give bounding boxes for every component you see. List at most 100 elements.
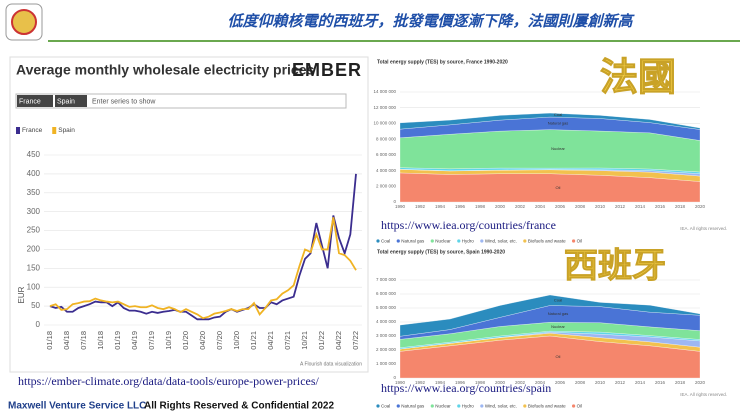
- legend-swatch: [430, 404, 434, 408]
- x-tick-label: 2014: [635, 204, 646, 209]
- x-tick-label: 01/22: [317, 331, 326, 350]
- filter-tag[interactable]: [17, 95, 53, 107]
- legend-swatch: [430, 239, 434, 243]
- x-tick-label: 2012: [615, 380, 626, 385]
- y-tick-label: 300: [27, 207, 41, 216]
- y-tick-label: 5 000 000: [376, 305, 397, 310]
- y-axis-label: EUR: [17, 286, 26, 303]
- x-tick-label: 2008: [575, 204, 586, 209]
- source-link[interactable]: https://www.iea.org/countries/spain: [381, 381, 551, 395]
- x-tick-label: 2000: [495, 380, 506, 385]
- filter-placeholder: Enter series to show: [92, 98, 156, 105]
- legend-label: Hydro: [462, 238, 475, 243]
- y-tick-label: 200: [27, 245, 41, 254]
- x-tick-label: 07/20: [215, 331, 224, 350]
- legend-swatch: [523, 239, 527, 243]
- area: [399, 294, 701, 337]
- legend-label: Wind, solar, etc.: [485, 238, 517, 243]
- area-label: Oil: [556, 185, 561, 190]
- legend-swatch: [523, 404, 527, 408]
- series-line: [49, 173, 357, 321]
- filter-tag-label: Spain: [57, 98, 75, 105]
- x-tick-label: 04/21: [266, 331, 275, 350]
- area-label: Natural gas: [548, 120, 568, 125]
- x-tick-label: 2000: [495, 204, 506, 209]
- x-tick-label: 2002: [515, 380, 526, 385]
- x-tick-label: 2006: [555, 204, 566, 209]
- x-tick-label: 10/21: [300, 331, 309, 350]
- legend-label: Nuclear: [435, 403, 451, 408]
- country-overlay: 法國: [600, 57, 676, 99]
- series-line: [49, 217, 357, 320]
- y-tick-label: 12 000 000: [373, 105, 396, 110]
- legend-label: Biofuels and waste: [528, 403, 566, 408]
- x-tick-label: 1992: [415, 204, 426, 209]
- ember-panel: [9, 56, 369, 373]
- slide-title: 低度仰賴核電的西班牙，批發電價逐漸下降，法國則屢創新高: [227, 12, 635, 30]
- x-tick-label: 01/20: [181, 331, 190, 350]
- legend-swatch: [457, 404, 461, 408]
- legend-label: Spain: [58, 127, 75, 134]
- x-tick-label: 2010: [595, 204, 606, 209]
- y-tick-label: 100: [27, 282, 41, 291]
- x-tick-label: 10/18: [96, 331, 105, 350]
- area-label: Natural gas: [548, 311, 568, 316]
- legend-label: Wind, solar, etc.: [485, 403, 517, 408]
- x-tick-label: 2012: [615, 204, 626, 209]
- series-filter[interactable]: [15, 93, 347, 109]
- legend-label: Natural gas: [401, 403, 425, 408]
- y-tick-label: 4 000 000: [376, 168, 397, 173]
- x-tick-label: 04/19: [130, 331, 139, 350]
- source-link[interactable]: https://ember-climate.org/data/data-tool…: [18, 374, 320, 388]
- x-tick-label: 07/19: [147, 331, 156, 350]
- y-tick-label: 150: [27, 263, 41, 272]
- x-tick-label: 10/20: [232, 331, 241, 350]
- x-tick-label: 1998: [475, 380, 486, 385]
- y-tick-label: 2 000 000: [376, 347, 397, 352]
- x-tick-label: 2004: [535, 204, 546, 209]
- y-tick-label: 14 000 000: [373, 89, 396, 94]
- chart-title: Total energy supply (TES) by source, Spa…: [377, 249, 505, 255]
- logo-emblem: [11, 9, 37, 35]
- y-tick-label: 3 000 000: [376, 333, 397, 338]
- x-tick-label: 01/21: [249, 331, 258, 350]
- y-tick-label: 0: [36, 320, 41, 329]
- y-tick-label: 1 000 000: [376, 361, 397, 366]
- x-tick-label: 2018: [675, 380, 686, 385]
- legend-label: Natural gas: [401, 238, 425, 243]
- legend-label: Oil: [577, 238, 583, 243]
- legend-swatch: [52, 127, 57, 134]
- iea-credit: IEA. All rights reserved.: [680, 226, 727, 231]
- filter-tag[interactable]: [55, 95, 87, 107]
- ember-credit: A Flourish data visualization: [300, 361, 362, 367]
- x-tick-label: 2016: [655, 204, 666, 209]
- legend-swatch: [572, 404, 576, 408]
- x-tick-label: 2020: [695, 380, 706, 385]
- y-tick-label: 250: [27, 226, 41, 235]
- x-tick-label: 2002: [515, 204, 526, 209]
- x-tick-label: 07/18: [79, 331, 88, 350]
- legend-swatch: [396, 404, 400, 408]
- x-tick-label: 07/22: [351, 331, 360, 350]
- y-tick-label: 450: [27, 150, 41, 159]
- charts: 0 50 100 150 200 250 300 350 400 450 EUR 01/18 04/18…: [16, 59, 706, 408]
- x-tick-label: 2008: [575, 380, 586, 385]
- area-label: Oil: [556, 354, 561, 359]
- x-tick-label: 2010: [595, 380, 606, 385]
- source-link[interactable]: https://www.iea.org/countries/france: [381, 218, 556, 232]
- legend-label: Coal: [381, 403, 390, 408]
- ember-logo: EMBER: [292, 60, 362, 80]
- x-tick-label: 2020: [695, 204, 706, 209]
- legend-label: Biofuels and waste: [528, 238, 566, 243]
- x-tick-label: 01/19: [113, 331, 122, 350]
- x-tick-label: 1994: [435, 204, 446, 209]
- x-tick-label: 04/18: [62, 331, 71, 350]
- x-tick-label: 1996: [455, 380, 466, 385]
- y-tick-label: 6 000 000: [376, 152, 397, 157]
- y-tick-label: 350: [27, 188, 41, 197]
- y-tick-label: 0: [393, 375, 396, 380]
- y-tick-label: 7 000 000: [376, 277, 397, 282]
- footer-rights: All Rights Reserved & Confidential 2022: [144, 401, 334, 412]
- country-overlay: 西班牙: [564, 247, 666, 285]
- y-tick-label: 10 000 000: [373, 121, 396, 126]
